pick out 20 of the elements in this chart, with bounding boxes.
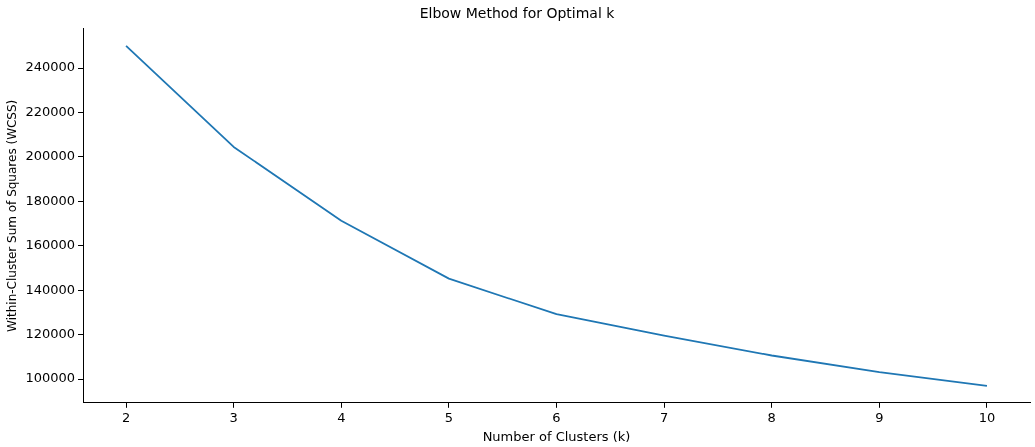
chart-title: Elbow Method for Optimal k [419,5,616,22]
y-tick-label: 180000 [25,192,76,208]
x-tick-label: 3 [229,409,238,425]
x-tick-label: 10 [978,409,996,425]
x-tick-label: 8 [767,409,776,425]
x-tick-label: 7 [659,409,669,425]
y-axis-title: Within-Cluster Sum of Squares (WCSS) [5,99,20,332]
x-tick-label: 4 [337,409,346,425]
x-tick-label: 5 [444,409,454,425]
y-tick-label: 140000 [25,281,76,297]
y-tick-label: 120000 [25,325,76,341]
y-tick-label: 160000 [25,237,76,253]
y-tick-label: 200000 [25,148,76,164]
y-tick-label: 220000 [25,103,76,119]
x-tick-label: 9 [875,409,884,425]
y-tick-label: 240000 [25,59,76,75]
y-tick-label: 100000 [25,370,76,386]
x-tick-label: 2 [121,409,131,425]
x-axis-title: Number of Clusters (k) [482,428,631,444]
x-tick-label: 6 [552,409,561,425]
